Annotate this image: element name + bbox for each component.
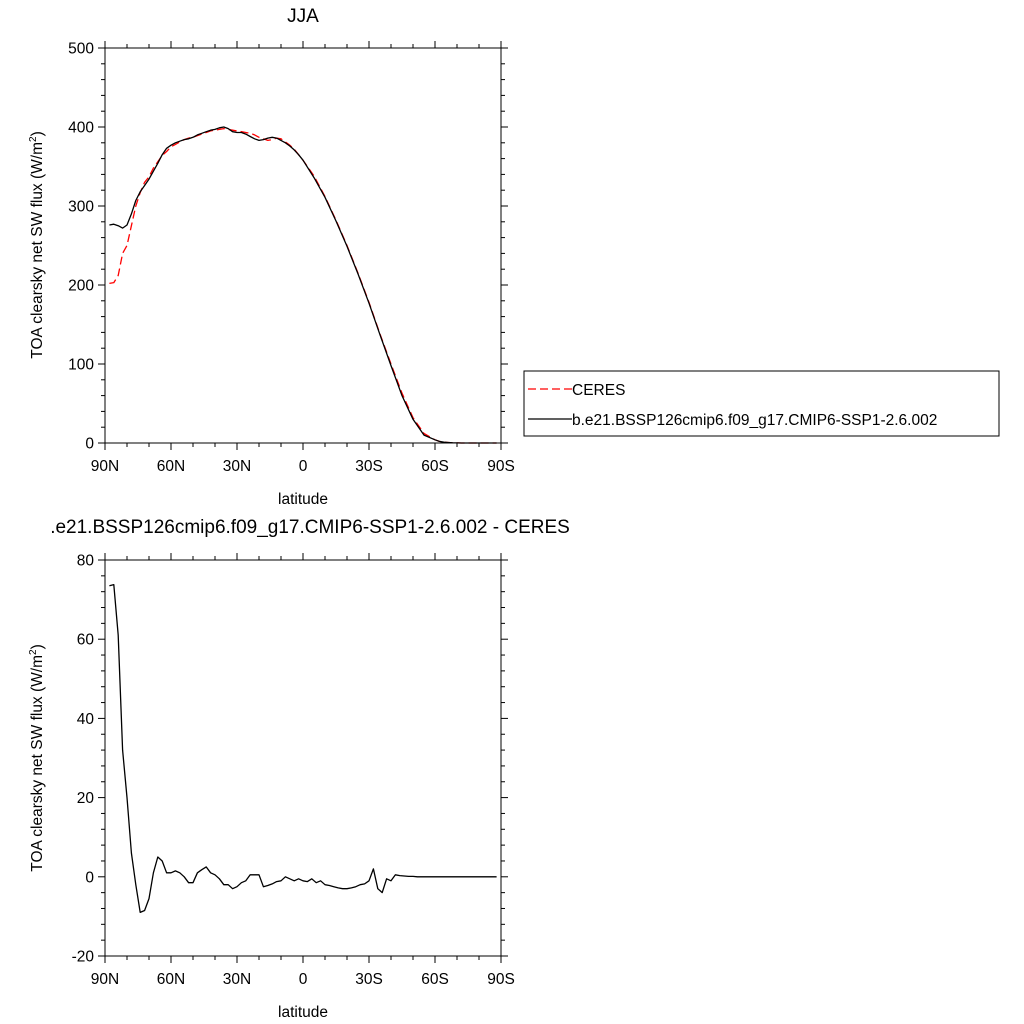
series-line-b — [109, 126, 497, 444]
x-tick-label: 0 — [299, 971, 308, 988]
top-plot-frame — [104, 47, 502, 444]
y-tick-label: 20 — [77, 790, 95, 807]
top-ticks — [98, 41, 508, 450]
bottom-x-tick-labels: 90N 60N 30N 0 30S 60S 90S — [91, 971, 515, 988]
x-tick-label: 30S — [355, 971, 383, 988]
y-tick-label: -20 — [72, 949, 95, 966]
top-series-lines — [109, 126, 497, 444]
top-y-axis-label-sup: 2 — [28, 136, 39, 142]
legend-box — [523, 370, 1000, 437]
top-y-axis-label-close: ) — [29, 131, 46, 136]
bottom-ticks — [98, 553, 508, 963]
legend: CERES b.e21.BSSP126cmip6.f09_g17.CMIP6-S… — [523, 370, 1000, 437]
y-tick-label: 100 — [68, 357, 94, 374]
x-tick-label: 60S — [421, 971, 449, 988]
x-tick-label: 60N — [157, 458, 185, 475]
legend-label-ceres: CERES — [572, 382, 625, 399]
x-tick-label: 30N — [223, 458, 251, 475]
x-tick-label: 90N — [91, 971, 119, 988]
top-y-tick-labels: 0 100 200 300 400 500 — [68, 41, 94, 453]
top-x-tick-labels: 90N 60N 30N 0 30S 60S 90S — [91, 458, 515, 475]
bottom-y-axis-label-main: TOA clearsky net SW flux (W/m — [29, 655, 46, 872]
top-panel: JJA 0 100 200 300 400 500 90N 60N 30N 0 30S 60S 90S… — [28, 6, 1000, 508]
bottom-y-axis-label: TOA clearsky net SW flux (W/m2) — [28, 644, 46, 872]
series-line-ceres — [109, 127, 497, 444]
y-tick-label: 40 — [77, 711, 95, 728]
bottom-y-tick-labels: -20 0 20 40 60 80 — [72, 553, 95, 966]
y-tick-label: 80 — [77, 553, 95, 570]
top-y-axis-label-main: TOA clearsky net SW flux (W/m — [29, 142, 46, 359]
y-tick-label: 500 — [68, 41, 94, 58]
y-tick-label: 200 — [68, 278, 94, 295]
top-y-axis-label: TOA clearsky net SW flux (W/m2) — [28, 131, 46, 359]
series-line-diff-0 — [109, 583, 497, 914]
bottom-chart-title: .e21.BSSP126cmip6.f09_g17.CMIP6-SSP1-2.6… — [50, 517, 570, 538]
x-tick-label: 90S — [487, 458, 515, 475]
bottom-plot-frame — [104, 559, 502, 957]
x-tick-label: 60S — [421, 458, 449, 475]
bottom-y-axis-label-close: ) — [29, 644, 46, 649]
x-tick-label: 90N — [91, 458, 119, 475]
bottom-series-lines — [109, 583, 497, 914]
y-tick-label: 0 — [85, 869, 94, 886]
x-tick-label: 0 — [299, 458, 308, 475]
top-chart-title: JJA — [287, 6, 319, 27]
bottom-panel: .e21.BSSP126cmip6.f09_g17.CMIP6-SSP1-2.6… — [28, 517, 570, 1021]
bottom-x-axis-label: latitude — [278, 1004, 328, 1021]
bottom-y-axis-label-sup: 2 — [28, 649, 39, 655]
y-tick-label: 60 — [77, 632, 95, 649]
y-tick-label: 400 — [68, 120, 94, 137]
top-x-axis-label: latitude — [278, 491, 328, 508]
y-tick-label: 300 — [68, 199, 94, 216]
y-tick-label: 0 — [85, 436, 94, 453]
x-tick-label: 30S — [355, 458, 383, 475]
x-tick-label: 90S — [487, 971, 515, 988]
x-tick-label: 30N — [223, 971, 251, 988]
x-tick-label: 60N — [157, 971, 185, 988]
legend-label-model: b.e21.BSSP126cmip6.f09_g17.CMIP6-SSP1-2.… — [572, 412, 937, 429]
